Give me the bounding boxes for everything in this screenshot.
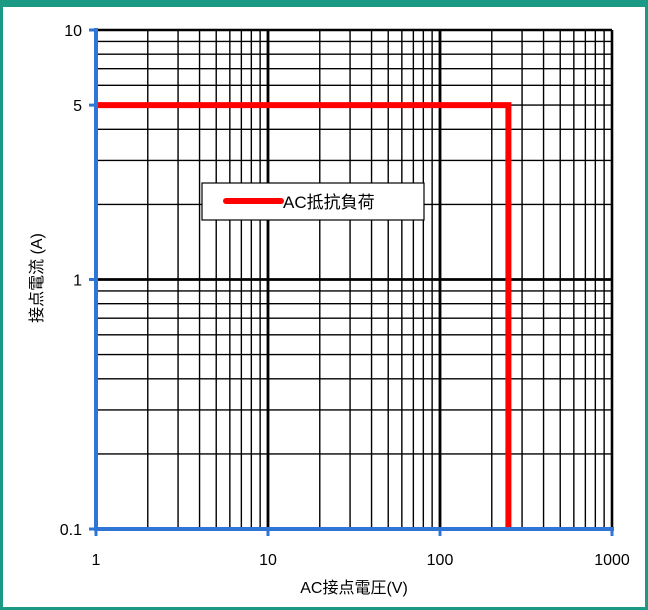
- x-axis-title: AC接点電圧(V): [300, 579, 408, 597]
- x-tick-label: 1: [92, 552, 101, 569]
- y-axis-title: 接点電流 (A): [28, 233, 46, 323]
- x-tick-labels: 1 10 100 1000: [92, 552, 630, 569]
- legend: AC抵抗負荷: [201, 182, 425, 221]
- series-layer: [96, 102, 512, 529]
- y-tick-label: 5: [73, 98, 82, 115]
- axes-layer: [89, 28, 614, 536]
- y-tick-label: 0.1: [60, 522, 82, 539]
- y-tick-labels: 0.1 1 5 10: [60, 23, 82, 539]
- series-line: [96, 102, 512, 529]
- legend-label: AC抵抗負荷: [283, 193, 375, 212]
- y-tick-label: 10: [64, 23, 82, 40]
- x-tick-label: 10: [259, 552, 277, 569]
- x-tick-label: 1000: [594, 552, 630, 569]
- y-tick-label: 1: [73, 273, 82, 290]
- x-tick-label: 100: [427, 552, 454, 569]
